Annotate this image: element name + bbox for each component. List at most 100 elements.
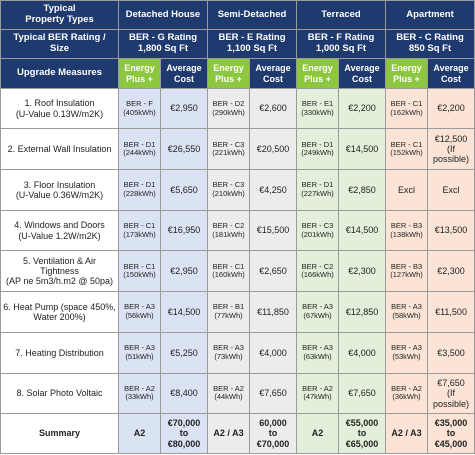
table-row: Upgrade Measures Energy Plus + Average Cos…	[0, 58, 475, 89]
property-type: Apartment	[385, 0, 475, 31]
column-header: Energy Plus +	[118, 58, 161, 89]
ber-rating: BER - G Rating 1,800 Sq Ft	[118, 29, 208, 60]
summary-cell: €35,000 to €45,000	[427, 413, 475, 454]
average-cost: €20,500	[248, 128, 298, 171]
average-cost: €4,000	[338, 331, 387, 374]
summary-label: Summary	[0, 413, 119, 454]
average-cost: €11,850	[248, 291, 298, 333]
average-cost: €2,300	[338, 250, 387, 293]
average-cost: €16,950	[160, 209, 208, 252]
energy-rating: BER - E1 (330kWh)	[296, 87, 340, 130]
measure-label: 8. Solar Photo Voltaic	[0, 372, 119, 415]
table-row: 7. Heating Distribution BER - A3 (51kWh) €…	[0, 331, 475, 374]
energy-rating: BER - B3 (127kWh)	[385, 250, 429, 293]
column-header: Energy Plus +	[385, 58, 429, 89]
summary-cell: 60,000 to €70,000	[248, 413, 298, 454]
energy-rating: BER - A3 (67kWh)	[296, 291, 340, 333]
energy-rating: BER - D1 (227kWh)	[296, 169, 340, 211]
average-cost: €5,650	[160, 169, 208, 211]
property-type: Detached House	[118, 0, 208, 31]
energy-rating: BER - D1 (228kWh)	[118, 169, 161, 211]
energy-rating: BER - C1 (173kWh)	[118, 209, 161, 252]
average-cost: €14,500	[338, 209, 387, 252]
energy-rating: BER - A2 (33kWh)	[118, 372, 161, 415]
energy-rating: BER - A3 (56kWh)	[118, 291, 161, 333]
table-row: 3. Floor Insulation (U-Value 0.36W/m2K) B…	[0, 169, 475, 211]
energy-rating: BER - C1 (150kWh)	[118, 250, 161, 293]
property-type: Terraced	[296, 0, 387, 31]
summary-cell: A2 / A3	[207, 413, 250, 454]
energy-rating: BER - A3 (51kWh)	[118, 331, 161, 374]
column-header: Average Cost	[160, 58, 208, 89]
energy-rating: BER - A2 (36kWh)	[385, 372, 429, 415]
measure-label: 4. Windows and Doors (U-Value 1.2W/m2K)	[0, 209, 119, 252]
table-row: 2. External Wall Insulation BER - D1 (244…	[0, 128, 475, 171]
average-cost: €12,850	[338, 291, 387, 333]
column-header: Energy Plus +	[207, 58, 250, 89]
summary-cell: A2	[296, 413, 340, 454]
energy-rating: BER - A3 (58kWh)	[385, 291, 429, 333]
summary-cell: A2 / A3	[385, 413, 429, 454]
average-cost: €26,550	[160, 128, 208, 171]
table-row: 6. Heat Pump (space 450%, Water 200%) BER…	[0, 291, 475, 333]
energy-rating: BER - A3 (53kWh)	[385, 331, 429, 374]
energy-rating: BER - A2 (47kWh)	[296, 372, 340, 415]
average-cost: €14,500	[160, 291, 208, 333]
energy-rating: BER - B1 (77kWh)	[207, 291, 250, 333]
measure-label: 7. Heating Distribution	[0, 331, 119, 374]
average-cost: €4,000	[248, 331, 298, 374]
ber-rating: BER - C Rating 850 Sq Ft	[385, 29, 475, 60]
energy-rating: BER - C1 (162kWh)	[385, 87, 429, 130]
measure-label: 1. Roof Insulation (U-Value 0.13W/m2K)	[0, 87, 119, 130]
energy-rating: BER - C2 (181kWh)	[207, 209, 250, 252]
summary-cell: A2	[118, 413, 161, 454]
table-row: 4. Windows and Doors (U-Value 1.2W/m2K) B…	[0, 209, 475, 252]
average-cost: €11,500	[427, 291, 475, 333]
average-cost: €2,200	[338, 87, 387, 130]
energy-rating: BER - B3 (138kWh)	[385, 209, 429, 252]
measure-label: 3. Floor Insulation (U-Value 0.36W/m2K)	[0, 169, 119, 211]
energy-rating: BER - C3 (221kWh)	[207, 128, 250, 171]
column-header: Average Cost	[248, 58, 298, 89]
energy-rating: BER - D2 (290kWh)	[207, 87, 250, 130]
average-cost: €12,500 (If possible)	[427, 128, 475, 171]
ber-rating: BER - F Rating 1,000 Sq Ft	[296, 29, 387, 60]
energy-rating: BER - F (405kWh)	[118, 87, 161, 130]
energy-rating: BER - A2 (44kWh)	[207, 372, 250, 415]
energy-rating: BER - D1 (249kWh)	[296, 128, 340, 171]
header-label: Upgrade Measures	[0, 58, 119, 89]
average-cost: €7,650	[338, 372, 387, 415]
average-cost: €4,250	[248, 169, 298, 211]
table-row: 1. Roof Insulation (U-Value 0.13W/m2K) BE…	[0, 87, 475, 130]
average-cost: €2,850	[338, 169, 387, 211]
table-row: Typical BER Rating / Size BER - G Rating …	[0, 29, 475, 60]
energy-rating: BER - C3 (210kWh)	[207, 169, 250, 211]
energy-rating: BER - C1 (152kWh)	[385, 128, 429, 171]
energy-rating: BER - A3 (63kWh)	[296, 331, 340, 374]
header-label: Typical BER Rating / Size	[0, 29, 119, 60]
ber-rating: BER - E Rating 1,100 Sq Ft	[206, 29, 298, 60]
average-cost: €2,650	[248, 250, 298, 293]
average-cost: €8,400	[160, 372, 208, 415]
column-header: Energy Plus +	[296, 58, 340, 89]
header-label: Typical Property Types	[0, 0, 119, 31]
energy-rating: BER - C2 (166kWh)	[296, 250, 340, 293]
summary-cell: €55,000 to €65,000	[338, 413, 387, 454]
table-row: Typical Property Types Detached House Semi…	[0, 0, 475, 31]
table-row: Summary A2 €70,000 to €80,000 A2 / A3 60,000…	[0, 413, 475, 454]
average-cost: €2,300	[427, 250, 475, 293]
property-type: Semi-Detached	[206, 0, 298, 31]
measure-label: 5. Ventilation & Air Tightness (AP ne 5m…	[0, 250, 119, 293]
average-cost: Excl	[427, 169, 475, 211]
average-cost: €5,250	[160, 331, 208, 374]
energy-rating: BER - A3 (73kWh)	[207, 331, 250, 374]
average-cost: €2,600	[248, 87, 298, 130]
column-header: Average Cost	[338, 58, 387, 89]
measure-label: 2. External Wall Insulation	[0, 128, 119, 171]
energy-rating: BER - C1 (160kWh)	[207, 250, 250, 293]
energy-rating: BER - D1 (244kWh)	[118, 128, 161, 171]
summary-cell: €70,000 to €80,000	[160, 413, 208, 454]
average-cost: €7,650 (If possible)	[427, 372, 475, 415]
average-cost: €7,650	[248, 372, 298, 415]
average-cost: €2,950	[160, 250, 208, 293]
